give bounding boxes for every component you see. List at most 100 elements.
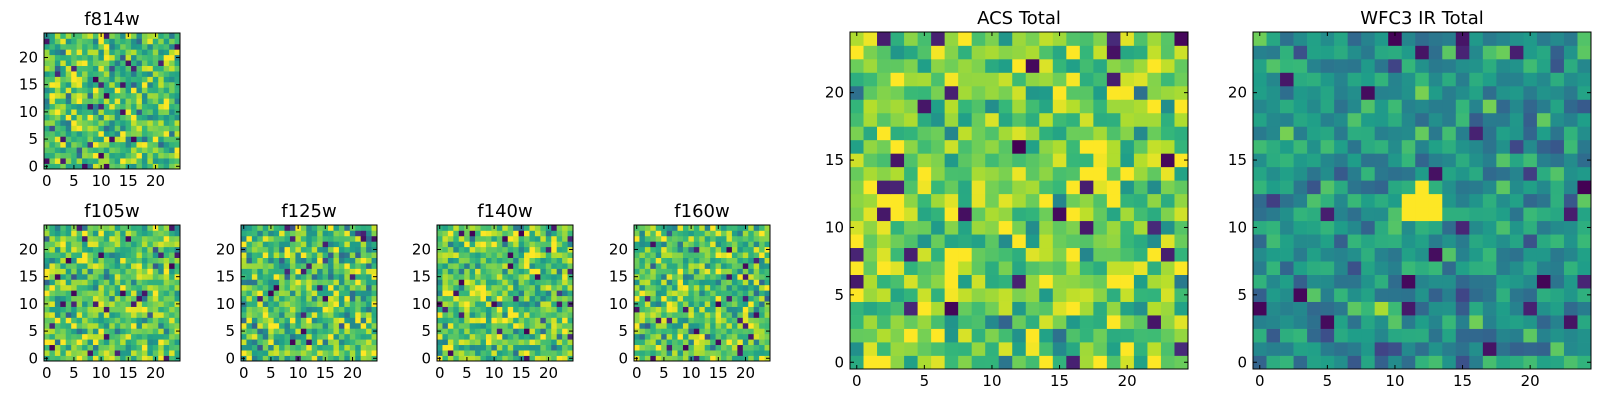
- heatmap-cell: [917, 45, 932, 60]
- heatmap-cell: [317, 268, 323, 275]
- heatmap-cell: [109, 49, 116, 56]
- heatmap-cell: [890, 180, 905, 195]
- heatmap-cell: [742, 252, 749, 258]
- heatmap-cell: [699, 241, 706, 248]
- heatmap-cell: [174, 147, 181, 154]
- heatmap-cell: [71, 120, 77, 126]
- heatmap-cell: [917, 288, 932, 302]
- heatmap-cell: [650, 295, 657, 302]
- heatmap-cell: [98, 54, 105, 61]
- heatmap-cell: [54, 328, 61, 335]
- heatmap-cell: [328, 333, 334, 340]
- heatmap-cell: [666, 333, 673, 340]
- heatmap-cell: [737, 263, 744, 269]
- heatmap-cell: [540, 301, 547, 307]
- heatmap-cell: [1093, 328, 1108, 343]
- heatmap-cell: [1147, 112, 1162, 127]
- y-tick-label: 15: [19, 76, 38, 94]
- heatmap-cell: [677, 230, 684, 237]
- heatmap-cell: [1320, 58, 1335, 73]
- heatmap-cell: [1334, 32, 1348, 46]
- heatmap-cell: [655, 241, 662, 248]
- heatmap-cell: [1293, 58, 1308, 73]
- heatmap-cell: [98, 120, 105, 126]
- heatmap-cell: [114, 306, 121, 313]
- heatmap-cell: [1320, 166, 1335, 181]
- heatmap-cell: [1509, 355, 1524, 370]
- heatmap-cell: [496, 230, 503, 237]
- heatmap-cell: [693, 241, 700, 248]
- heatmap-cell: [1455, 328, 1470, 343]
- heatmap-cell: [1577, 193, 1592, 208]
- heatmap-cell: [82, 284, 88, 291]
- heatmap-cell: [971, 274, 986, 289]
- heatmap-cell: [682, 241, 689, 248]
- heatmap-cell: [109, 98, 116, 105]
- heatmap-cell: [114, 295, 121, 302]
- heatmap-cell: [158, 103, 165, 110]
- heatmap-cell: [534, 322, 541, 329]
- heatmap-cell: [863, 355, 878, 370]
- heatmap-cell: [650, 355, 657, 362]
- heatmap-cell: [666, 350, 673, 356]
- heatmap-cell: [60, 339, 67, 346]
- heatmap-cell: [753, 312, 760, 318]
- heatmap-cell: [1482, 58, 1497, 73]
- x-tick-label: 20: [1521, 372, 1540, 390]
- heatmap-cell: [241, 317, 247, 324]
- heatmap-cell: [44, 49, 50, 56]
- heatmap-cell: [1442, 342, 1457, 356]
- heatmap-cell: [985, 58, 1000, 73]
- heatmap-cell: [1052, 72, 1067, 87]
- heatmap-cell: [682, 355, 689, 362]
- axes-frame-f105w: [43, 224, 181, 362]
- heatmap-cell: [661, 252, 667, 258]
- heatmap-cell: [1079, 207, 1094, 222]
- heatmap-cell: [152, 273, 159, 280]
- heatmap-cell: [355, 273, 362, 280]
- heatmap-cell: [1066, 220, 1081, 235]
- heatmap-cell: [371, 268, 378, 275]
- heatmap-cell: [464, 328, 470, 335]
- heatmap-cell: [877, 193, 891, 208]
- heatmap-cell: [92, 344, 99, 351]
- heatmap-cell: [120, 158, 126, 164]
- heatmap-cell: [453, 355, 460, 362]
- heatmap-cell: [737, 290, 744, 297]
- heatmap-cell: [1066, 45, 1081, 60]
- heatmap-cell: [103, 301, 110, 307]
- heatmap-cell: [1280, 180, 1294, 195]
- heatmap-cell: [1106, 153, 1121, 168]
- heatmap-cell: [1442, 261, 1457, 275]
- heatmap-cell: [136, 81, 143, 88]
- heatmap-cell: [1388, 207, 1403, 222]
- heatmap-cell: [251, 312, 258, 318]
- heatmap-cell: [721, 246, 727, 253]
- heatmap-cell: [273, 312, 280, 318]
- heatmap-cell: [60, 322, 67, 329]
- heatmap-cell: [931, 45, 945, 60]
- heatmap-cell: [49, 295, 56, 302]
- heatmap-cell: [931, 180, 945, 195]
- heatmap-cell: [76, 312, 83, 318]
- heatmap-cell: [1550, 139, 1565, 154]
- heatmap-cell: [513, 279, 519, 286]
- heatmap-cell: [1455, 355, 1470, 370]
- heatmap-cell: [152, 98, 159, 105]
- heatmap-cell: [349, 328, 356, 335]
- heatmap-cell: [753, 235, 760, 242]
- heatmap-cell: [1266, 180, 1281, 195]
- heatmap-cell: [650, 322, 657, 329]
- heatmap-cell: [60, 301, 67, 307]
- heatmap-cell: [1280, 288, 1294, 302]
- heatmap-cell: [158, 339, 165, 346]
- heatmap-cell: [437, 263, 443, 269]
- heatmap-cell: [672, 230, 678, 237]
- heatmap-cell: [1482, 180, 1497, 195]
- heatmap-cell: [371, 230, 378, 237]
- heatmap-cell: [877, 139, 891, 154]
- heatmap-cell: [1347, 234, 1362, 249]
- heatmap-cell: [469, 344, 476, 351]
- heatmap-cell: [475, 312, 481, 318]
- heatmap-cell: [76, 350, 83, 356]
